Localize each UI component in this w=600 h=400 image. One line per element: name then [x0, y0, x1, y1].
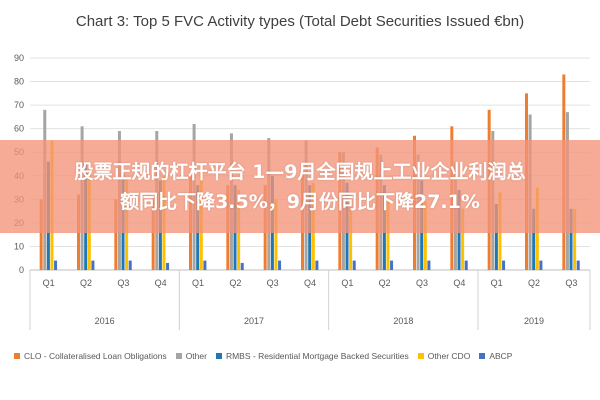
- bar: [114, 199, 118, 270]
- legend-label: CLO - Collateralised Loan Obligations: [24, 351, 167, 361]
- y-tick-label: 90: [14, 53, 24, 63]
- x-tick-label: Q3: [267, 278, 279, 288]
- legend-swatch: [175, 353, 182, 359]
- legend-item: Other CDO: [417, 351, 471, 361]
- y-tick-label: 10: [14, 241, 24, 251]
- legend-label: ABCP: [489, 351, 513, 361]
- legend-swatch: [14, 353, 20, 359]
- legend-swatch: [479, 353, 486, 359]
- legend-item: ABCP: [479, 351, 512, 361]
- year-label: 2018: [393, 316, 413, 326]
- bar: [423, 201, 427, 270]
- y-tick-label: 80: [14, 77, 24, 87]
- year-label: 2017: [244, 316, 264, 326]
- bar: [494, 204, 498, 270]
- bar: [569, 208, 573, 270]
- bar: [39, 199, 43, 270]
- bar: [128, 260, 132, 270]
- bar: [427, 260, 431, 270]
- legend-label: RMBS - Residential Mortgage Backed Secur…: [225, 351, 409, 361]
- legend-swatch: [417, 353, 424, 359]
- legend-label: Other CDO: [427, 351, 471, 361]
- x-tick-label: Q3: [565, 278, 577, 288]
- legend-label: Other: [185, 351, 207, 361]
- chart-title: Chart 3: Top 5 FVC Activity types (Total…: [75, 13, 525, 30]
- bar: [203, 260, 207, 270]
- bar: [315, 260, 319, 270]
- bar: [240, 262, 244, 270]
- year-label: 2016: [95, 316, 115, 326]
- legend-swatch: [215, 353, 222, 359]
- year-label: 2019: [524, 316, 544, 326]
- legend-item: RMBS - Residential Mortgage Backed Secur…: [215, 351, 409, 361]
- bar: [461, 208, 465, 270]
- x-tick-label: Q2: [229, 278, 241, 288]
- x-tick-label: Q4: [304, 278, 316, 288]
- x-tick-label: Q1: [341, 278, 353, 288]
- x-tick-label: Q3: [117, 278, 129, 288]
- x-tick-label: Q4: [155, 278, 167, 288]
- bar: [54, 260, 58, 270]
- bar: [539, 260, 543, 270]
- bar: [464, 260, 468, 270]
- bar: [573, 208, 577, 270]
- y-tick-label: 70: [14, 100, 24, 110]
- x-tick-label: Q2: [80, 278, 92, 288]
- overlay-banner[interactable]: 股票正规的杠杆平台 1—9月全国规上工业企业利润总 额同比下降3.5%，9月份同…: [0, 140, 600, 233]
- x-tick-label: Q4: [453, 278, 465, 288]
- x-tick-label: Q2: [528, 278, 540, 288]
- bar: [502, 260, 506, 270]
- overlay-banner-text: 股票正规的杠杆平台 1—9月全国规上工业企业利润总 额同比下降3.5%，9月份同…: [74, 160, 526, 213]
- legend: CLO - Collateralised Loan Obligations Oth…: [14, 351, 594, 361]
- bar: [532, 208, 536, 270]
- x-tick-label: Q3: [416, 278, 428, 288]
- x-tick-label: Q1: [43, 278, 55, 288]
- bar: [390, 260, 394, 270]
- bar: [352, 260, 356, 270]
- y-tick-label: 0: [19, 265, 24, 275]
- legend-item: CLO - Collateralised Loan Obligations: [14, 351, 167, 361]
- bar: [151, 196, 155, 270]
- bar: [274, 199, 278, 270]
- bar: [576, 260, 580, 270]
- x-tick-label: Q2: [379, 278, 391, 288]
- x-tick-label: Q1: [491, 278, 503, 288]
- y-tick-label: 60: [14, 124, 24, 134]
- bar: [278, 260, 282, 270]
- x-tick-label: Q1: [192, 278, 204, 288]
- legend-item: Other: [175, 351, 207, 361]
- bar: [91, 260, 95, 270]
- bar: [166, 262, 170, 270]
- bar: [386, 201, 390, 270]
